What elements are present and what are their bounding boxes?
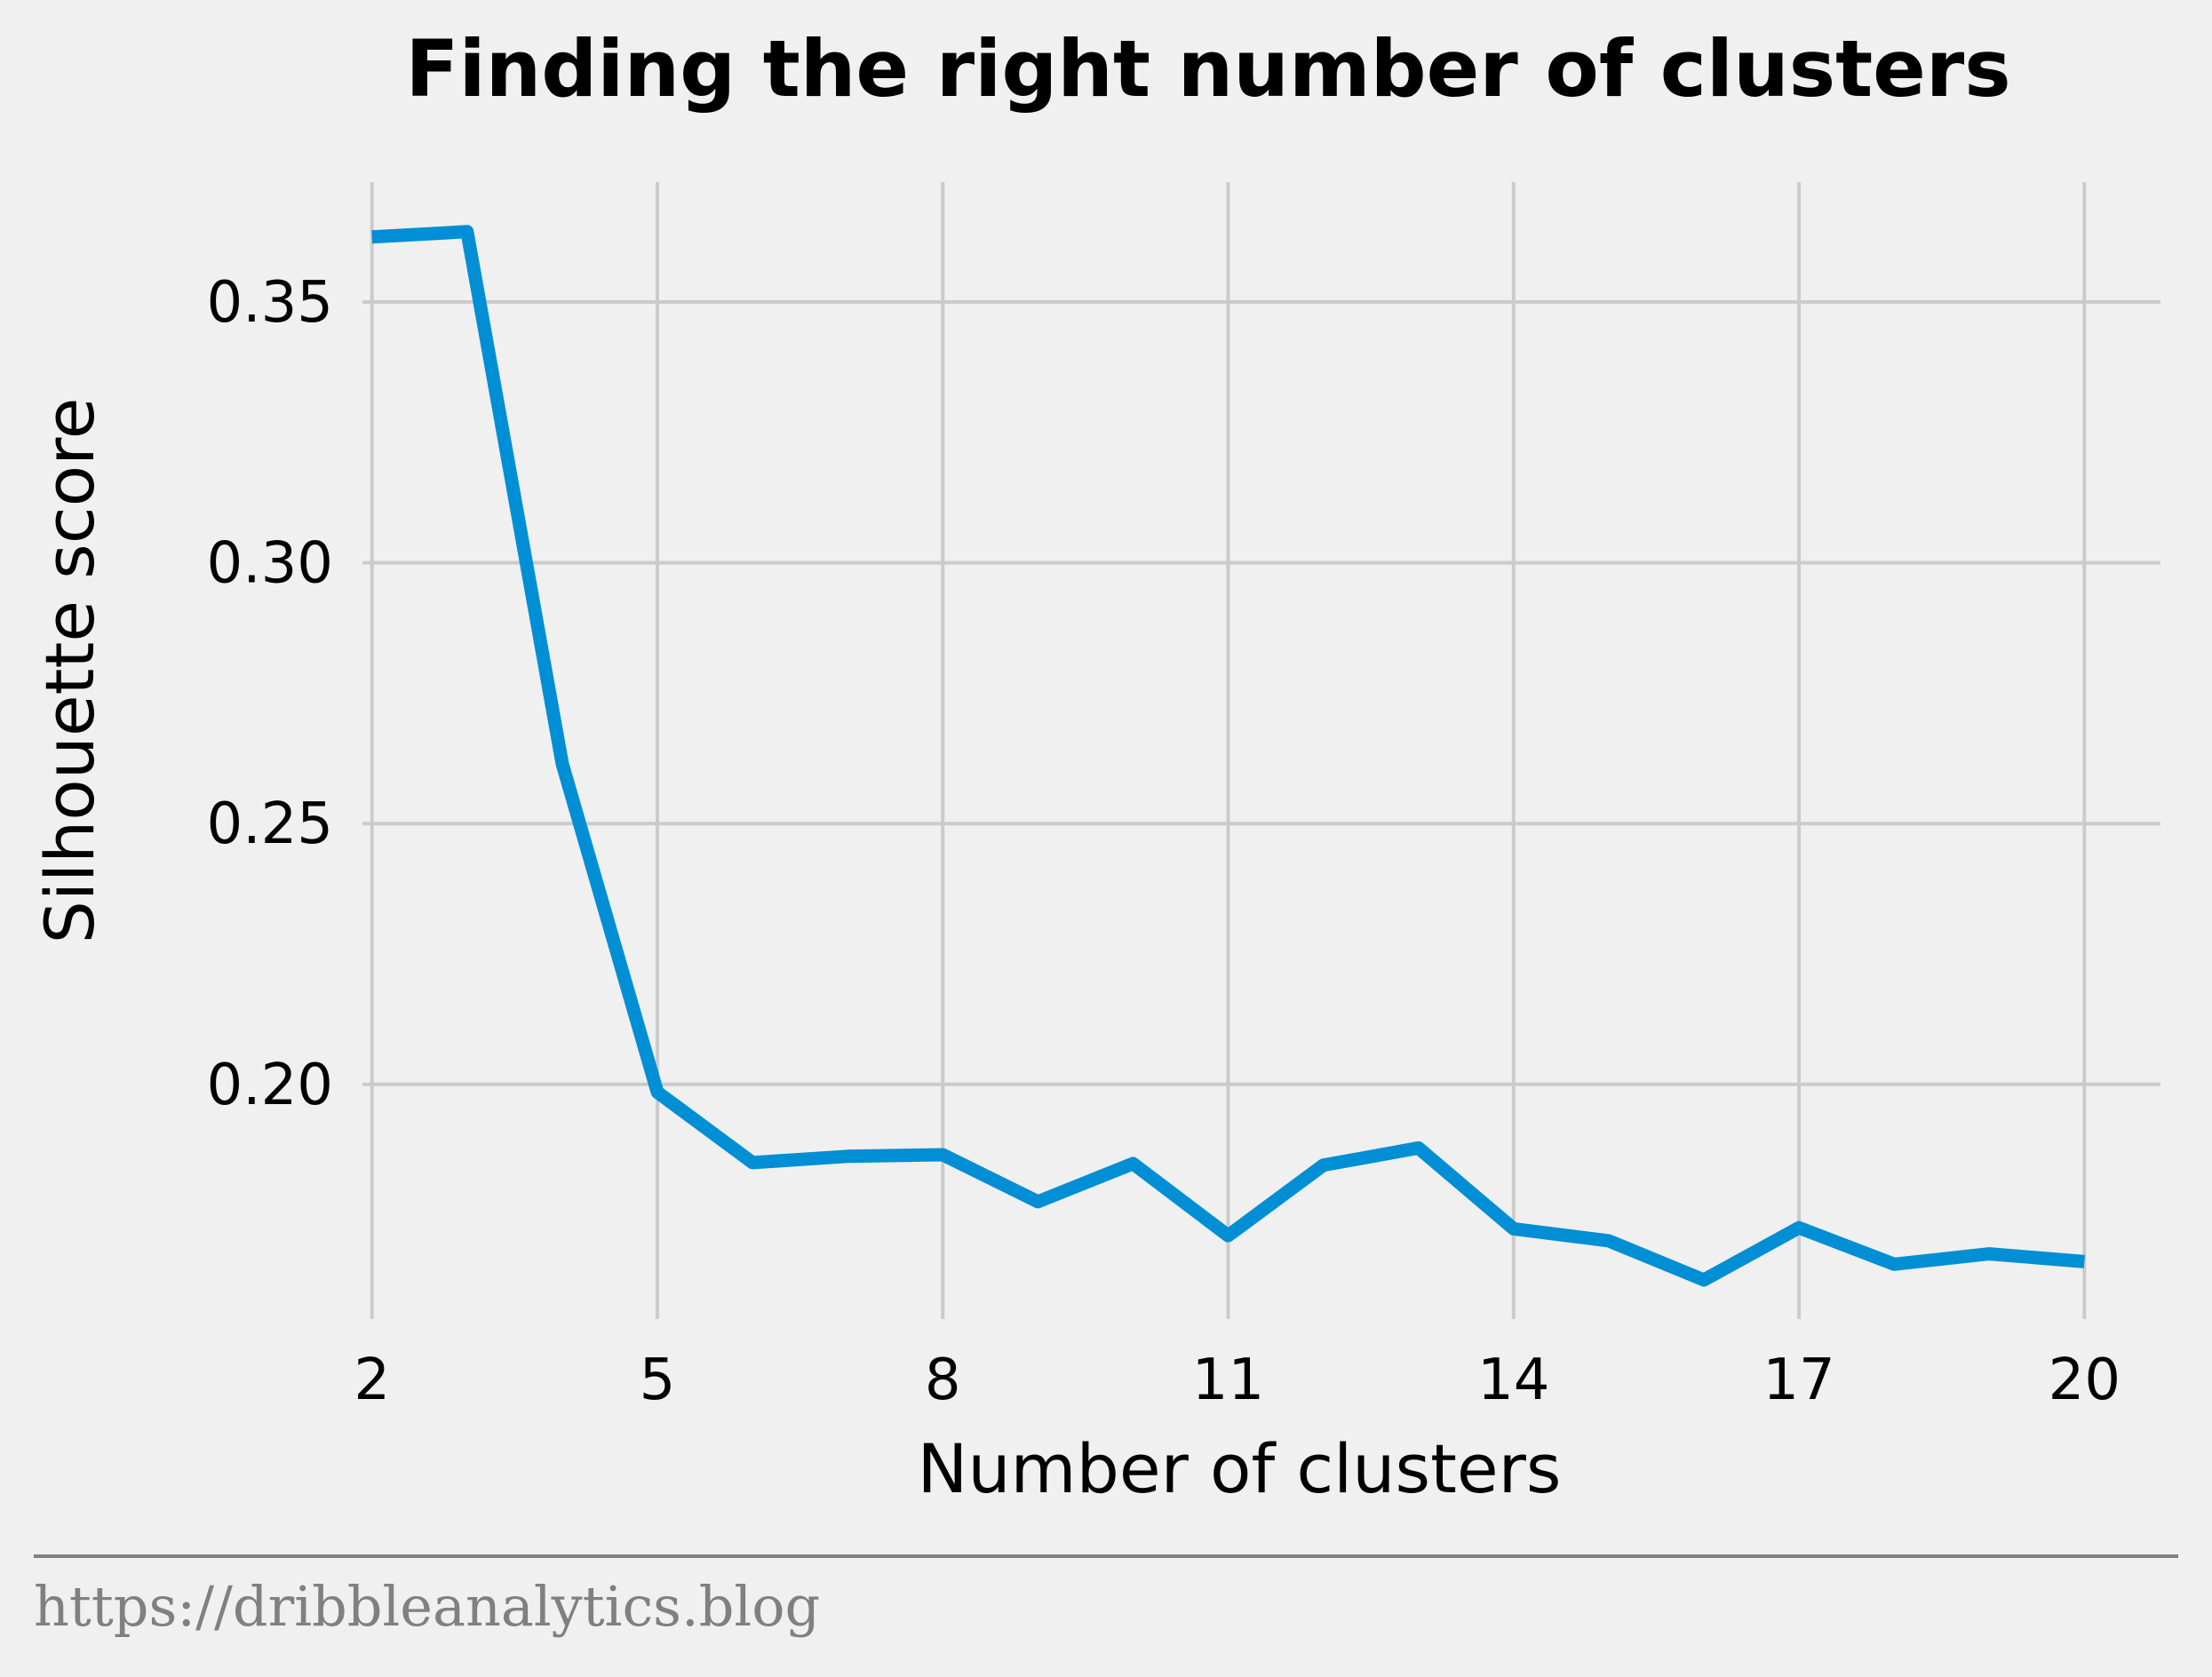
x-tick-label: 11 bbox=[1192, 1347, 1264, 1413]
y-tick-label: 0.20 bbox=[207, 1053, 334, 1118]
x-tick-label: 14 bbox=[1477, 1347, 1549, 1413]
footer-url: https://dribbleanalytics.blog bbox=[34, 1574, 820, 1639]
data-point bbox=[466, 231, 468, 233]
series-layer bbox=[371, 225, 2085, 1287]
x-tick-label: 8 bbox=[925, 1347, 961, 1413]
y-axis-label: Silhouette score bbox=[30, 398, 109, 944]
x-tick-label: 17 bbox=[1762, 1347, 1834, 1413]
data-point bbox=[1893, 1263, 1895, 1265]
y-tick-label: 0.30 bbox=[207, 531, 334, 597]
x-tick-label: 20 bbox=[2049, 1347, 2120, 1413]
x-tick-labels: 2 5 8 11 14 17 20 bbox=[354, 1347, 2120, 1413]
x-tick-label: 2 bbox=[354, 1347, 390, 1413]
data-point bbox=[561, 763, 563, 765]
data-point bbox=[371, 236, 373, 238]
data-point bbox=[1513, 1228, 1515, 1229]
data-point bbox=[1323, 1164, 1325, 1166]
chart-title: Finding the right number of clusters bbox=[405, 23, 2010, 115]
y-tick-label: 0.35 bbox=[207, 270, 334, 336]
x-axis-label: Number of clusters bbox=[918, 1429, 1562, 1508]
y-tick-labels: 0.20 0.25 0.30 0.35 bbox=[207, 270, 334, 1118]
x-tick-label: 5 bbox=[640, 1347, 676, 1413]
data-point bbox=[1703, 1279, 1705, 1281]
data-point bbox=[752, 1162, 753, 1164]
y-tick-label: 0.25 bbox=[207, 791, 334, 857]
grid bbox=[362, 182, 2160, 1319]
data-point bbox=[1608, 1240, 1610, 1242]
data-point bbox=[656, 1092, 658, 1093]
data-point bbox=[1988, 1253, 1990, 1255]
data-point bbox=[2083, 1260, 2085, 1262]
